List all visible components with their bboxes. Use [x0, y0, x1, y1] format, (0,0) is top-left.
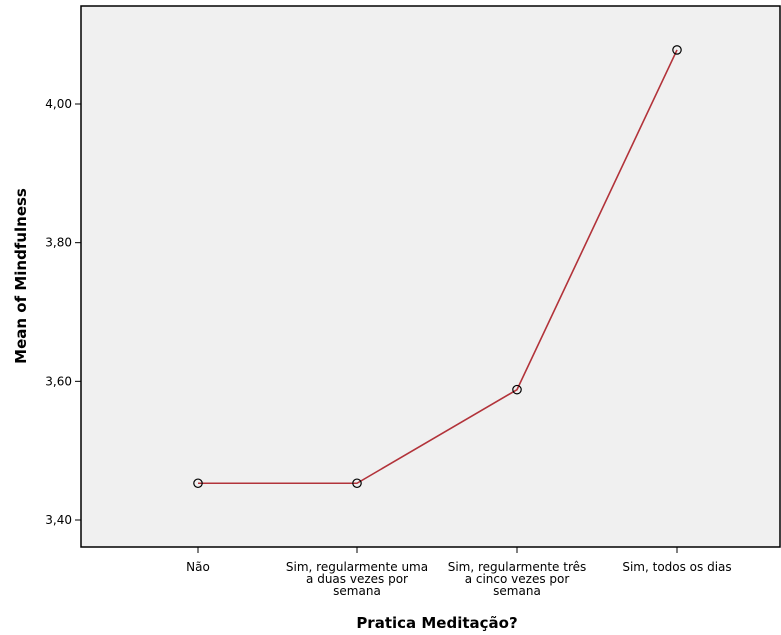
y-axis: 3,40 3,60 3,80 4,00: [45, 97, 81, 527]
data-point: [672, 45, 682, 55]
plot-area: [80, 5, 781, 548]
x-tick-label: Sim, todos os dias: [622, 560, 731, 574]
data-point: [352, 478, 362, 489]
series-group: [193, 45, 682, 489]
x-tick-label: semana: [333, 584, 381, 598]
x-tick-label: a cinco vezes por: [465, 572, 570, 586]
x-axis-title: Pratica Meditação?: [356, 614, 517, 632]
x-tick-label: a duas vezes por: [306, 572, 408, 586]
y-axis-title: Mean of Mindfulness: [12, 188, 30, 364]
x-tick-label: Sim, regularmente uma: [286, 560, 428, 574]
data-point: [512, 384, 522, 395]
y-tick-label: 4,00: [45, 97, 72, 111]
y-tick-label: 3,40: [45, 513, 72, 527]
y-tick-label: 3,60: [45, 374, 72, 388]
x-tick-label: Sim, regularmente três: [448, 560, 587, 574]
series-line: [198, 49, 678, 485]
data-point: [193, 478, 203, 489]
x-tick-label: Não: [186, 560, 210, 574]
y-tick-label: 3,80: [45, 236, 72, 250]
x-tick-label: semana: [493, 584, 541, 598]
